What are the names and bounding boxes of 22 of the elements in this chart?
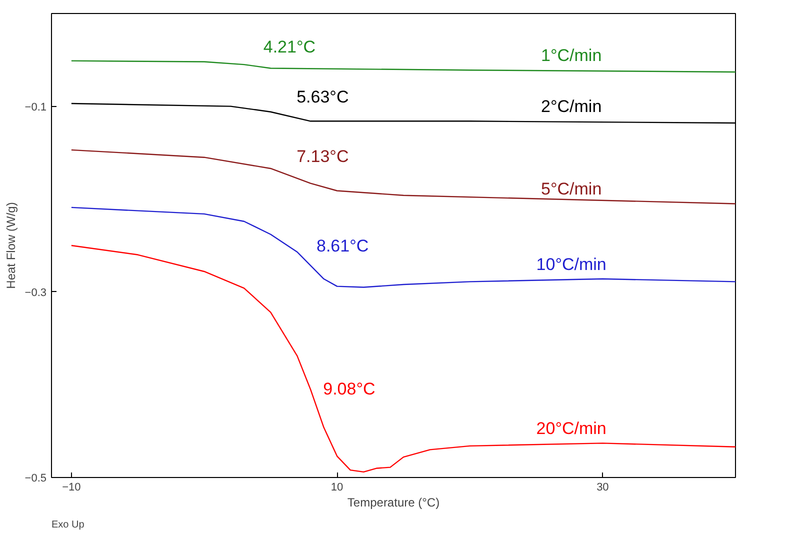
line-series xyxy=(70,149,736,204)
series-label: 1°C/min xyxy=(541,46,602,66)
x-axis-title: Temperature (°C) xyxy=(347,496,440,510)
series-label: 5°C/min xyxy=(541,180,602,199)
line-series xyxy=(70,60,736,73)
annotation: 8.61°C xyxy=(316,236,369,256)
annotation: 7.13°C xyxy=(296,146,349,166)
series-label: 20°C/min xyxy=(536,419,606,438)
series-label: 2°C/min xyxy=(541,97,602,116)
series-label: 10°C/min xyxy=(536,254,606,274)
y-tick-label: −0.3 xyxy=(24,286,47,299)
line-series xyxy=(70,206,736,288)
x-tick-label: 30 xyxy=(596,482,609,494)
text: Exo Up xyxy=(52,520,85,530)
y-tick-label: −0.5 xyxy=(24,472,47,484)
x-tick-label: 10 xyxy=(330,482,344,494)
y-axis-title: Heat Flow (W/g) xyxy=(4,202,18,289)
annotation: 5.63°C xyxy=(296,88,349,107)
x-tick-label: −10 xyxy=(62,482,81,494)
annotation: 9.08°C xyxy=(323,379,376,398)
y-tick-label: −0.1 xyxy=(24,101,47,114)
annotation: 4.21°C xyxy=(263,37,316,56)
